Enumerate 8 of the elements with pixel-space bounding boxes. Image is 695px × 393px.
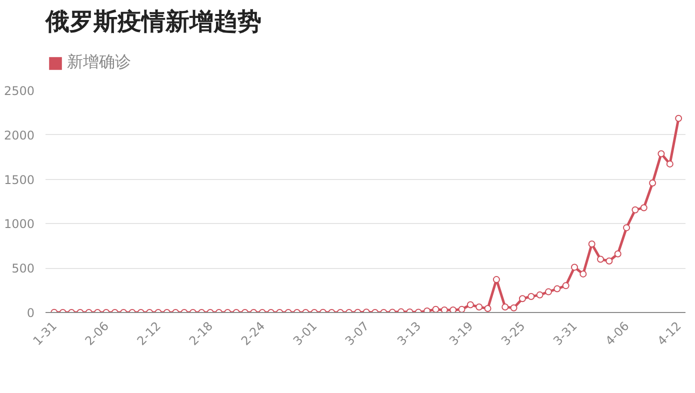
y-tick-label: 1000: [4, 217, 35, 232]
y-tick-label: 0: [26, 306, 35, 320]
legend-label: 新增确诊: [67, 52, 131, 73]
y-tick-label: 2000: [4, 128, 35, 142]
y-tick-label: 2500: [4, 84, 35, 98]
y-tick-label: 500: [12, 262, 34, 276]
chart-title: 俄罗斯疫情新增趋势: [44, 8, 262, 36]
y-tick-label: 1500: [4, 172, 35, 187]
